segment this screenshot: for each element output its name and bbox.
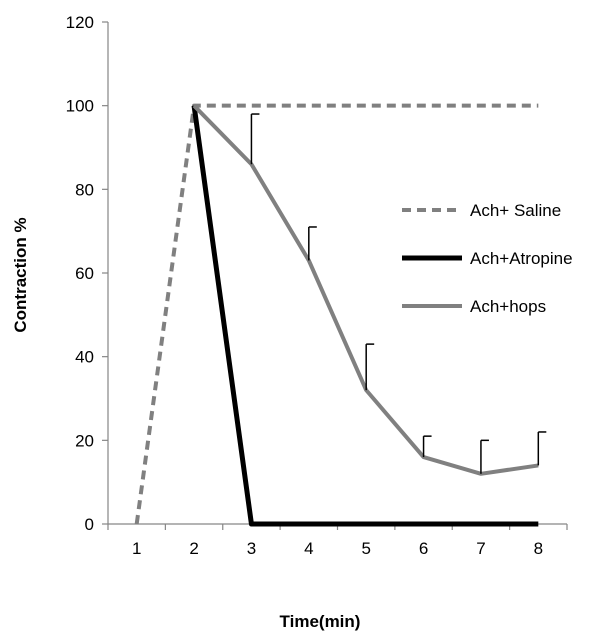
x-tick-label: 2 xyxy=(189,539,198,558)
legend-label-3: Ach+hops xyxy=(470,297,546,316)
legend-label-1: Ach+ Saline xyxy=(470,201,561,220)
axes: 0 20 40 60 80 100 120 1 2 3 4 5 6 7 8 xyxy=(66,13,568,558)
series-line-2 xyxy=(191,105,539,527)
y-tick-label: 60 xyxy=(75,264,94,283)
x-tick-label: 3 xyxy=(247,539,256,558)
y-tick-label: 40 xyxy=(75,348,94,367)
legend: Ach+ Saline Ach+Atropine Ach+hops xyxy=(402,201,573,316)
y-tick-label: 80 xyxy=(75,180,94,199)
y-tick-label: 100 xyxy=(66,97,94,116)
x-tick-label: 1 xyxy=(132,539,141,558)
x-tick-label: 4 xyxy=(304,539,313,558)
y-tick-label: 20 xyxy=(75,431,94,450)
plot-area xyxy=(134,103,547,527)
series-line-3 xyxy=(192,104,539,476)
x-tick-label: 7 xyxy=(476,539,485,558)
x-axis-title: Time(min) xyxy=(280,612,361,631)
legend-label-2: Ach+Atropine xyxy=(470,249,573,268)
y-tick-label: 120 xyxy=(66,13,94,32)
x-tick-label: 6 xyxy=(419,539,428,558)
y-axis-title: Contraction % xyxy=(11,217,30,332)
x-tick-label: 8 xyxy=(534,539,543,558)
x-tick-label: 5 xyxy=(361,539,370,558)
y-tick-label: 0 xyxy=(85,515,94,534)
